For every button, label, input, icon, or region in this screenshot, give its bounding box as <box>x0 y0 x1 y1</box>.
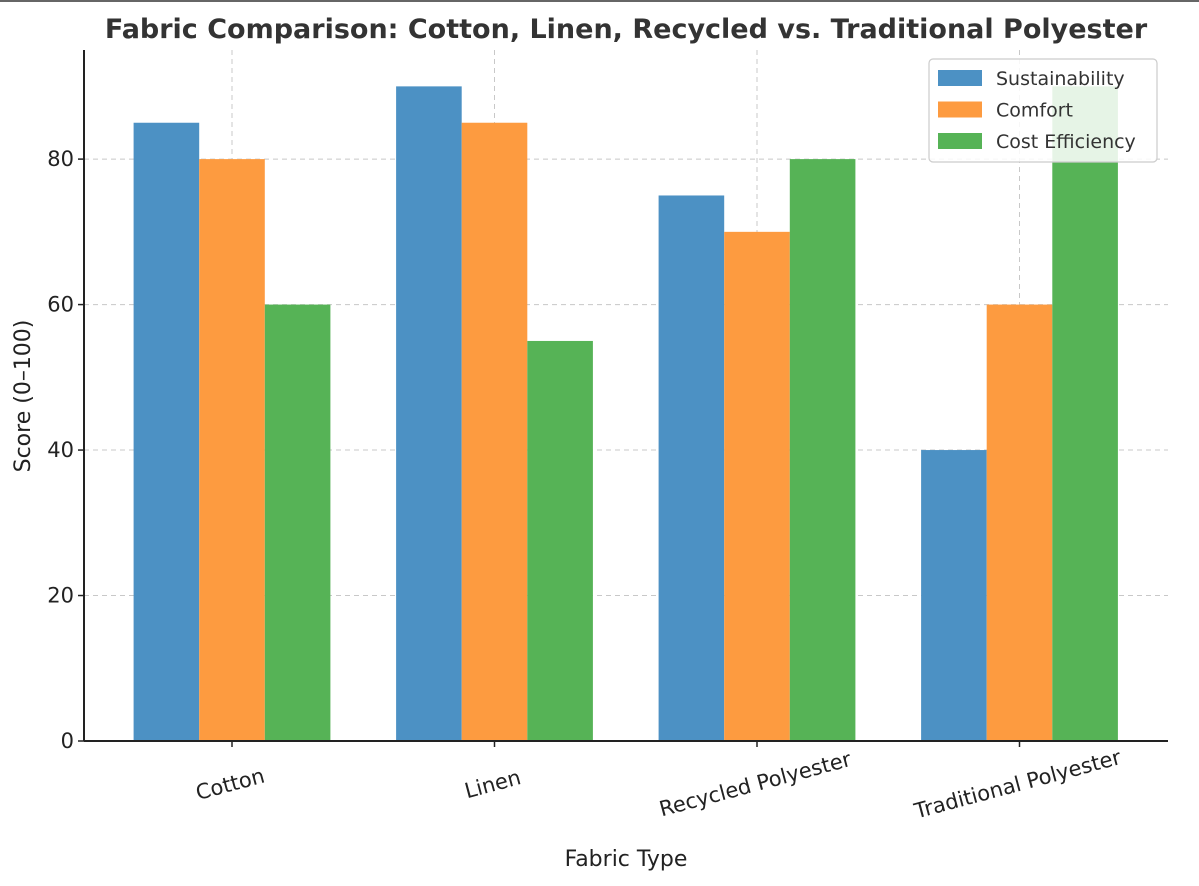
legend-label: Comfort <box>996 100 1073 122</box>
y-tick-label: 40 <box>47 438 74 462</box>
legend: Sustainability Comfort Cost Efficiency <box>928 58 1158 163</box>
bar <box>986 304 1053 741</box>
x-tick-label: Traditional Polyester <box>911 745 1124 824</box>
bar <box>724 231 790 741</box>
legend-swatch <box>938 101 982 118</box>
axes <box>83 50 1168 742</box>
bar <box>396 86 462 742</box>
y-tick-label: 0 <box>61 729 74 753</box>
bar <box>133 122 200 742</box>
bar <box>921 450 987 741</box>
legend-label: Sustainability <box>996 68 1125 90</box>
chart-title: Fabric Comparison: Cotton, Linen, Recycl… <box>105 14 1148 45</box>
legend-swatch <box>938 70 982 86</box>
x-tick-label: Cotton <box>193 764 267 805</box>
x-tick-label: Linen <box>462 765 523 803</box>
bar <box>658 195 725 741</box>
x-axis-label: Fabric Type <box>565 847 688 872</box>
bar <box>789 159 856 741</box>
legend-swatch <box>938 133 982 149</box>
bars <box>133 86 1118 742</box>
y-tick-label: 20 <box>47 584 74 608</box>
bar <box>461 122 528 742</box>
bar <box>199 159 265 741</box>
bar <box>264 304 331 741</box>
x-tick-label: Recycled Polyester <box>657 747 854 821</box>
y-tick-label: 60 <box>47 293 74 317</box>
legend-label: Cost Efficiency <box>996 131 1136 153</box>
legend-box <box>928 58 1158 163</box>
y-axis-label: Score (0–100) <box>11 320 36 473</box>
bar <box>527 340 593 741</box>
bar <box>1052 86 1118 742</box>
y-tick-label: 80 <box>47 147 74 171</box>
